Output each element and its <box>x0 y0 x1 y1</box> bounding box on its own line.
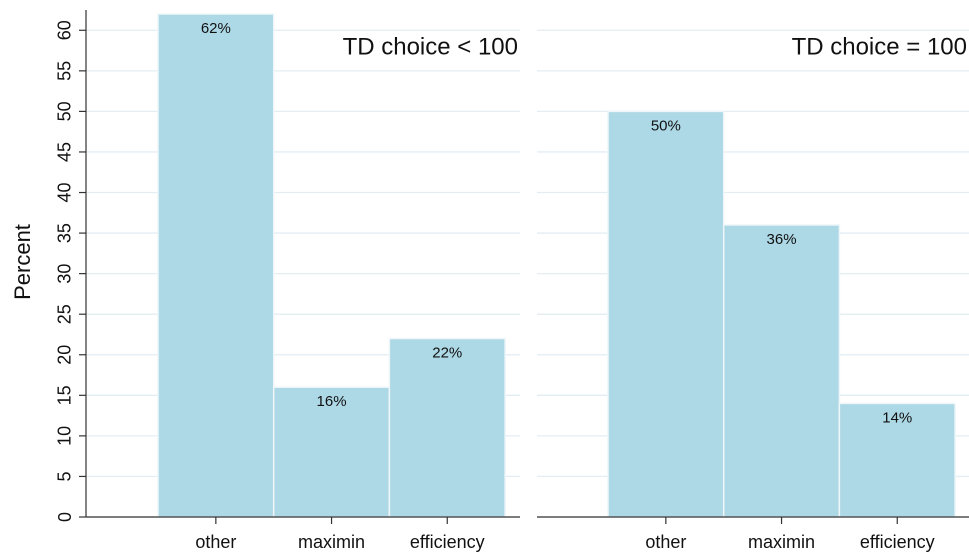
y-tick-label: 50 <box>55 101 75 121</box>
y-tick-label: 40 <box>55 183 75 203</box>
x-tick-label: efficiency <box>410 532 485 552</box>
x-tick-label: maximin <box>298 532 365 552</box>
value-label: 62% <box>201 20 231 37</box>
x-tick-label: efficiency <box>860 532 935 552</box>
value-label: 22% <box>432 345 462 362</box>
panel-title: TD choice < 100 <box>343 33 518 60</box>
y-tick-label: 60 <box>55 20 75 40</box>
x-tick-label: other <box>195 532 236 552</box>
value-label: 36% <box>767 231 797 248</box>
bar <box>388 337 506 518</box>
bar <box>722 224 841 518</box>
panel-title: TD choice = 100 <box>792 33 967 60</box>
value-label: 14% <box>882 409 912 426</box>
y-tick-label: 5 <box>55 471 75 481</box>
y-tick-label: 0 <box>55 512 75 522</box>
y-tick-label: 45 <box>55 142 75 162</box>
x-tick-label: other <box>645 532 686 552</box>
y-tick-label: 35 <box>55 223 75 243</box>
y-tick-label: 30 <box>55 264 75 284</box>
x-tick-label: maximin <box>748 532 815 552</box>
y-tick-label: 10 <box>55 426 75 446</box>
y-tick-label: 20 <box>55 345 75 365</box>
y-tick-label: 25 <box>55 304 75 324</box>
y-axis-label: Percent <box>10 224 35 300</box>
bar <box>838 402 956 518</box>
y-tick-label: 55 <box>55 61 75 81</box>
y-tick-label: 15 <box>55 385 75 405</box>
value-label: 16% <box>317 393 347 410</box>
value-label: 50% <box>651 117 681 134</box>
bar <box>607 110 725 518</box>
bar <box>157 13 275 518</box>
